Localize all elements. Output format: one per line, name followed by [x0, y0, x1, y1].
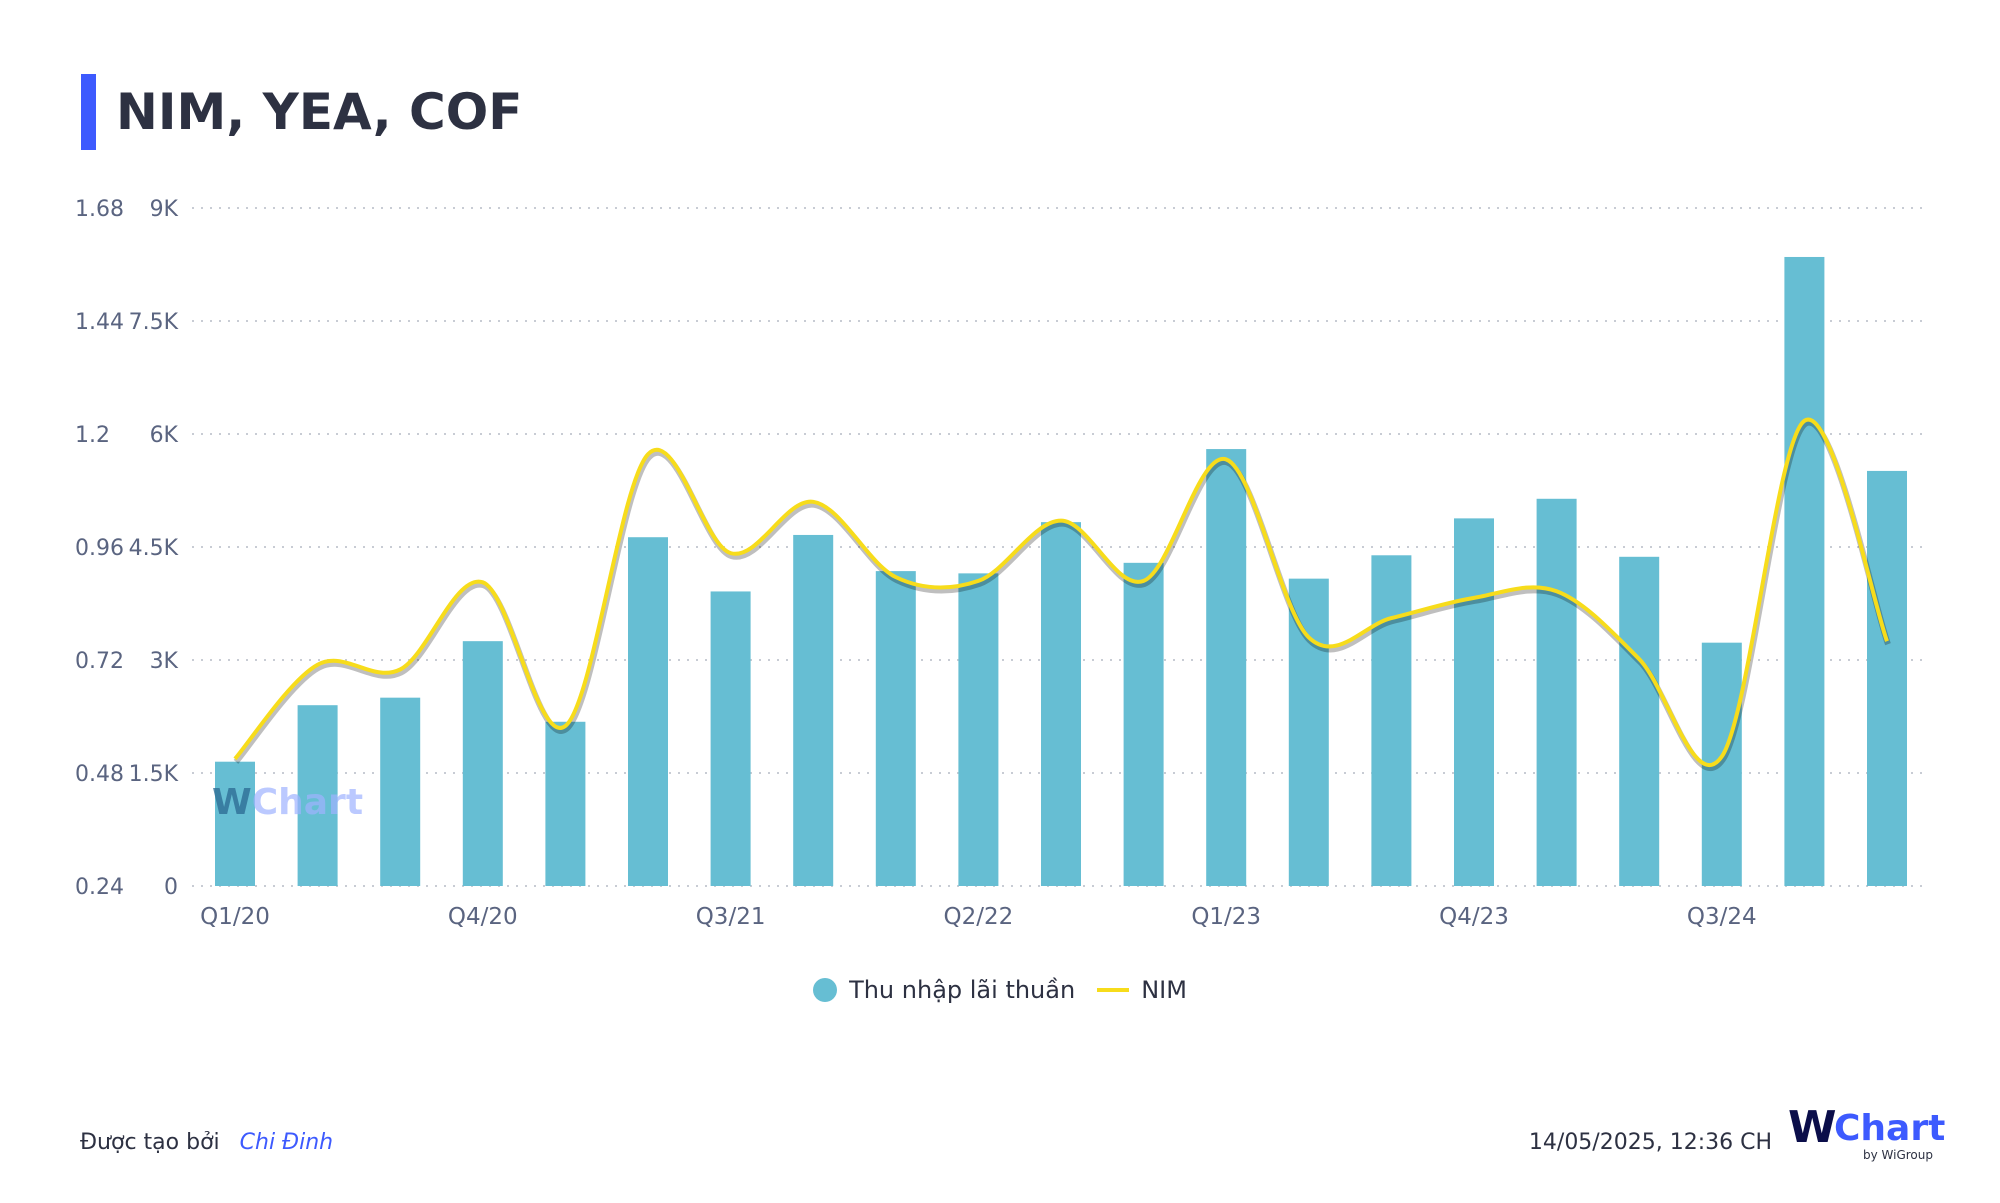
right-axis-tick: 7.5K [129, 310, 179, 335]
left-axis-tick: 1.2 [75, 423, 110, 448]
x-axis-tick: Q4/20 [448, 904, 518, 930]
bar-Q1/20 [215, 761, 255, 886]
bar-Q4/23 [1454, 518, 1494, 886]
x-axis-tick: Q1/23 [1191, 904, 1261, 930]
x-axis-tick: Q4/23 [1439, 904, 1509, 930]
timestamp: 14/05/2025, 12:36 CH [1528, 1130, 1772, 1155]
right-axis-tick: 4.5K [129, 536, 179, 561]
x-axis-tick: Q3/21 [696, 904, 766, 930]
left-axis-tick: 0.24 [75, 875, 124, 900]
title-accent [81, 74, 96, 150]
watermark-logo: WChart [212, 782, 364, 823]
bar-Q3/22 [1041, 522, 1081, 886]
right-axis-tick: 0 [164, 875, 178, 900]
bar-Q1/23 [1206, 449, 1247, 886]
x-axis-tick: Q1/20 [200, 904, 270, 930]
bar-Q2/23 [1288, 578, 1329, 886]
x-axis-tick: Q3/24 [1687, 904, 1757, 930]
right-axis-tick: 1.5K [129, 762, 179, 787]
left-axis-tick: 0.48 [75, 762, 124, 787]
legend-line-label[interactable]: NIM [1141, 976, 1187, 1004]
right-axis-tick: 9K [150, 197, 179, 222]
wichart-logo[interactable]: W Chart by WiGroup [1788, 1102, 1946, 1162]
bar-Q1/25 [1867, 470, 1907, 886]
legend: Thu nhập lãi thuần NIM [0, 976, 2000, 1004]
bar-Q1/21 [545, 721, 586, 886]
bar-Q4/21 [793, 534, 834, 886]
bar-Q2/22 [958, 573, 999, 886]
bar-Q3/20 [380, 697, 421, 886]
created-by-label: Được tạo bởi [80, 1130, 220, 1155]
left-axis-tick: 0.96 [75, 536, 124, 561]
right-axis-tick: 3K [150, 649, 179, 674]
right-axis-tick: 6K [150, 423, 179, 448]
left-axis-tick: 0.72 [75, 649, 124, 674]
nim-line [233, 417, 1889, 767]
bar-Q4/22 [1123, 562, 1164, 886]
left-axis-tick: 1.44 [75, 310, 124, 335]
author-link[interactable]: Chi Đinh [239, 1130, 334, 1155]
footer-credit: Được tạo bởi Chi Đinh [80, 1130, 333, 1155]
legend-bar-label[interactable]: Thu nhập lãi thuần [849, 976, 1076, 1004]
bar-Q2/21 [628, 537, 668, 886]
bar-Q1/24 [1536, 498, 1577, 886]
bar-Q2/20 [297, 705, 338, 886]
legend-bar-swatch[interactable] [813, 978, 838, 1002]
bar-Q2/24 [1619, 556, 1660, 886]
bar-Q1/22 [875, 571, 916, 886]
bar-Q4/24 [1784, 256, 1825, 886]
x-axis-tick: Q2/22 [944, 904, 1014, 930]
page-title: NIM, YEA, COF [116, 83, 523, 141]
bar-Q3/21 [710, 591, 751, 886]
bar-Q3/23 [1371, 555, 1412, 886]
bar-Q4/20 [462, 641, 503, 886]
left-axis-tick: 1.68 [75, 197, 124, 222]
legend-line-swatch[interactable] [1097, 988, 1130, 992]
